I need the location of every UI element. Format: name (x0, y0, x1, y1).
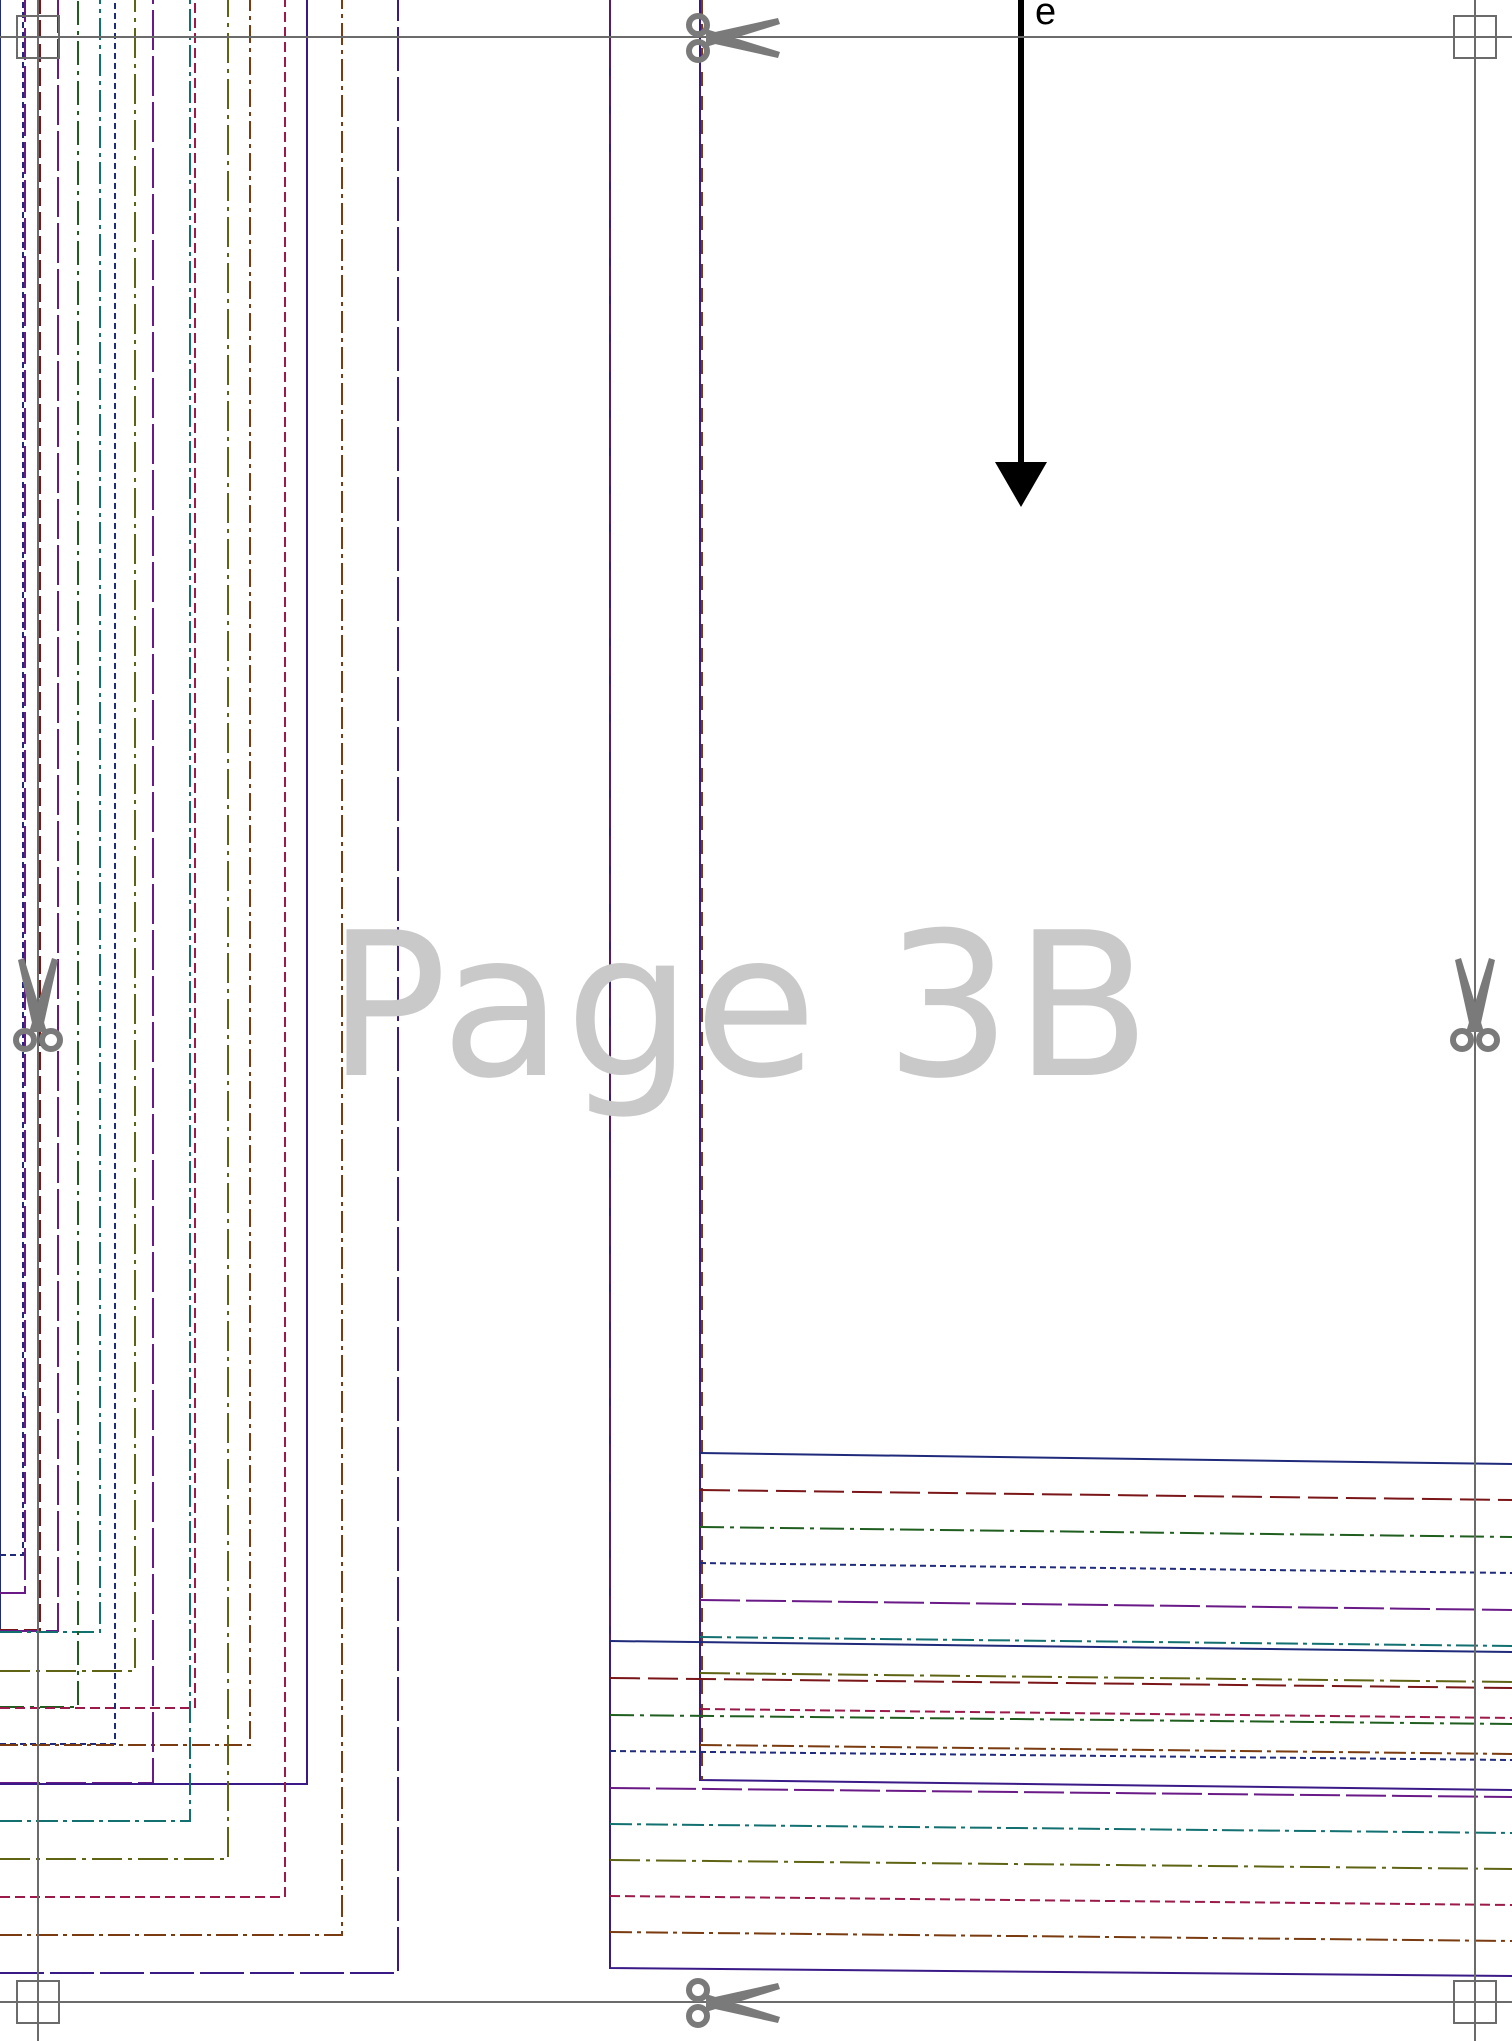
registration-marks (16, 15, 1497, 2024)
right-piece-size-lines-upper (699, 1452, 1512, 1755)
registration-square-icon (1453, 1980, 1497, 2024)
page-label-watermark: Page 3B (327, 890, 1153, 1123)
grainline-label: e (1035, 0, 1056, 33)
registration-square-icon (16, 1980, 60, 2024)
right-piece-size-lines-lower (609, 1640, 1512, 1942)
grainline-arrow: e (995, 0, 1056, 507)
left-piece-size-lines (0, 0, 399, 1974)
registration-square-icon (1453, 15, 1497, 59)
arrow-down-icon (995, 462, 1047, 507)
right-piece-outer-lines (609, 0, 1512, 1977)
registration-square-icon (16, 15, 60, 59)
